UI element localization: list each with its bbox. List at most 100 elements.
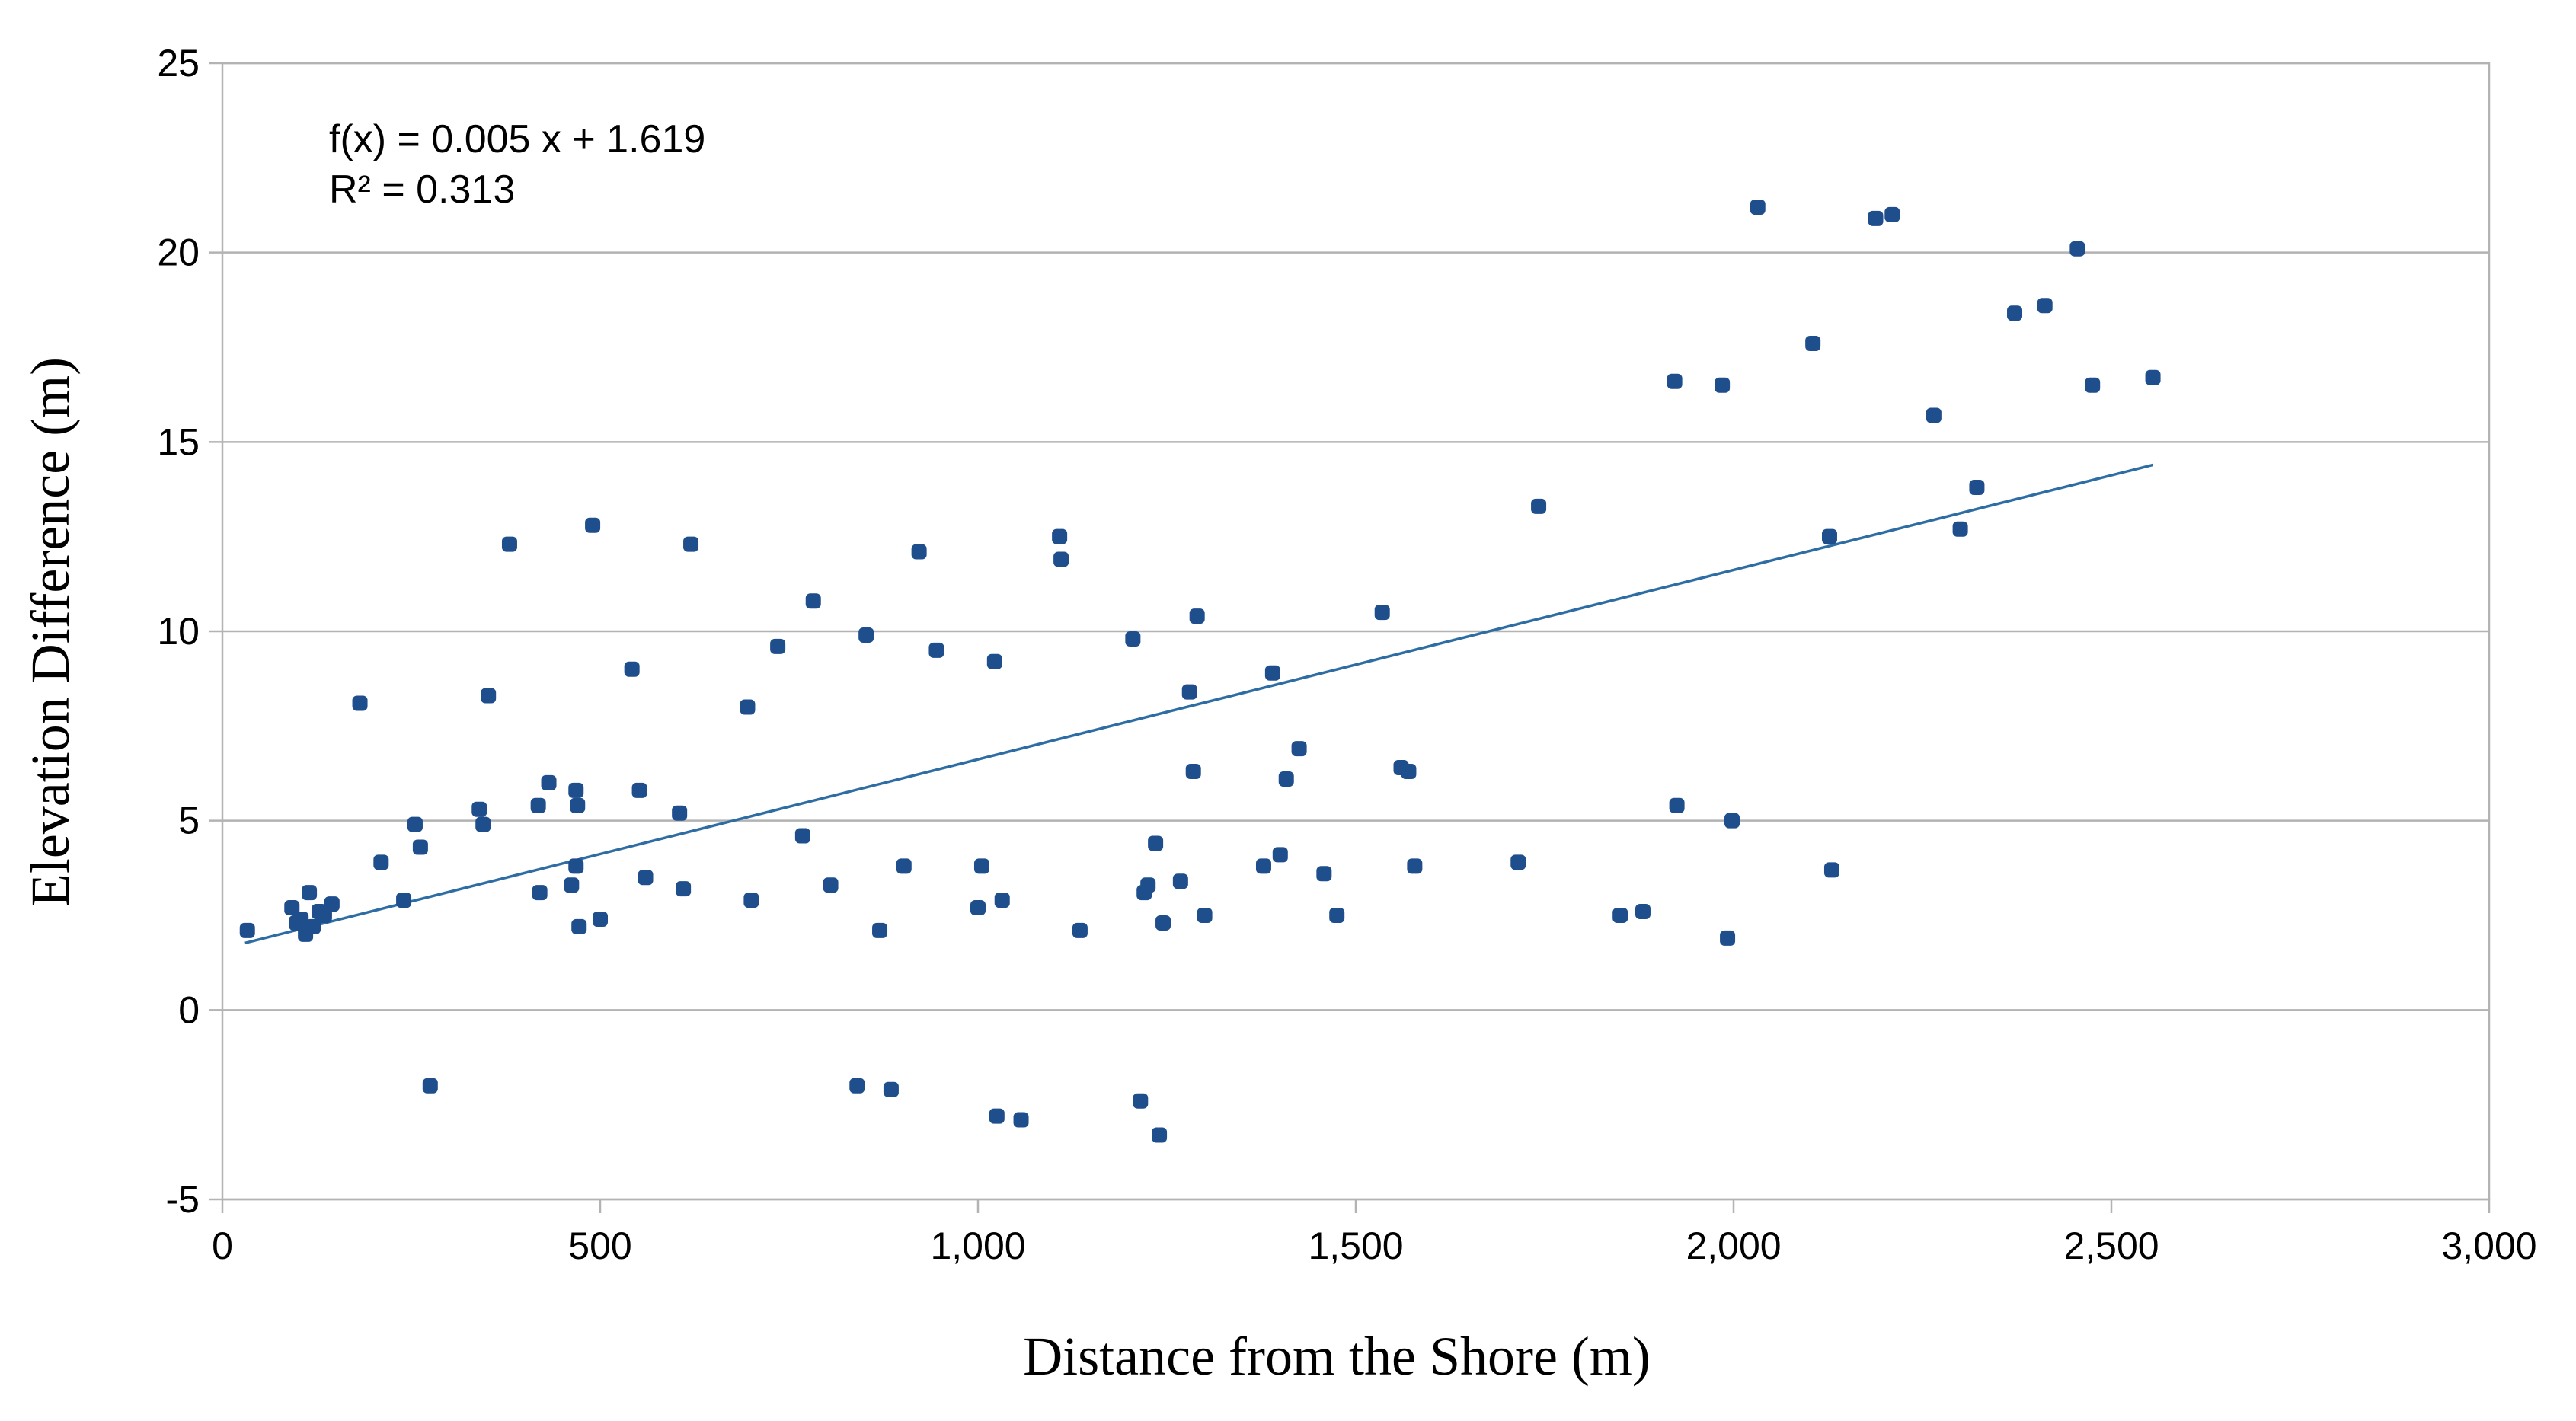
data-points [239,199,2161,1143]
data-point [1669,797,1685,813]
data-point [1823,862,1839,878]
y-tick-label: 10 [157,610,200,653]
data-point [1635,904,1651,920]
data-point [672,805,688,821]
data-point [475,816,491,832]
data-point [973,858,989,874]
data-point [1612,908,1628,923]
data-point [305,918,321,934]
data-point [872,922,888,938]
data-point [1140,877,1156,893]
data-point [593,911,608,927]
data-point [1952,521,1968,537]
trendline-equation: f(x) = 0.005 x + 1.619 [329,117,705,161]
data-point [1715,377,1731,393]
data-point [568,858,584,874]
data-point [564,877,580,893]
data-point [1255,858,1271,874]
data-point [530,797,546,813]
trendline-r-squared: R² = 0.313 [329,168,515,212]
data-point [1884,206,1900,222]
data-point [683,536,699,552]
data-point [407,816,423,832]
data-point [1148,835,1164,851]
data-point [1868,210,1884,226]
data-point [1053,551,1069,567]
data-point [770,638,786,654]
data-point [352,695,368,711]
data-point [1072,922,1088,938]
data-point [676,881,692,897]
data-point [1329,908,1345,923]
x-tick-label: 2,000 [1686,1225,1781,1267]
data-point [1264,665,1280,681]
data-point [532,885,548,901]
x-tick-label: 0 [212,1225,233,1267]
data-point [1401,764,1417,780]
trendline [244,463,2153,945]
plot-area-frame [221,62,2491,1201]
data-point [624,661,640,677]
data-point [302,885,318,901]
data-point [1316,866,1332,882]
data-point [585,517,601,533]
data-point [1133,1093,1149,1109]
data-point [239,922,255,938]
data-point [1181,684,1197,700]
data-point [2085,377,2101,393]
y-tick-label: 20 [157,232,200,274]
data-point [970,900,986,916]
data-point [989,1108,1005,1124]
data-point [740,699,756,715]
data-point [805,593,821,609]
data-point [2037,298,2053,314]
data-point [1821,528,1837,544]
data-point [1152,1127,1168,1143]
data-point [928,642,944,658]
data-point [986,653,1002,669]
data-point [1724,813,1740,829]
y-tick-label: 25 [157,42,200,85]
data-point [1667,373,1683,389]
axes [209,62,2491,1213]
data-point [1510,854,1526,870]
data-point [2069,241,2085,257]
data-point [541,774,557,790]
data-point [2007,305,2023,321]
data-point [1926,407,1942,423]
data-point [823,877,839,893]
data-point [481,688,497,704]
data-point [1197,908,1213,923]
data-point [570,797,586,813]
data-point [858,627,874,643]
data-point [1125,631,1141,647]
data-point [373,854,389,870]
y-tick-label: 5 [178,800,200,842]
data-point [2145,369,2161,385]
y-tick-label: -5 [166,1178,200,1221]
data-point [896,858,912,874]
data-point [994,893,1010,908]
y-axis-title: Elevation Difference (m) [20,357,81,907]
data-point [849,1078,865,1094]
x-tick-label: 2,500 [2063,1225,2159,1267]
data-point [1013,1112,1029,1128]
data-point [638,870,654,886]
data-point [631,782,647,798]
data-point [1172,873,1188,889]
data-point [1407,858,1423,874]
x-tick-label: 500 [568,1225,631,1267]
data-point [794,828,810,844]
x-tick-label: 3,000 [2441,1225,2536,1267]
data-point [396,893,412,908]
tick-labels: -5 0 5 10 15 20 25 0 500 1,000 1,500 2,000 2,500 3,00… [157,42,2536,1267]
x-axis-title: Distance from the Shore (m) [1023,1326,1651,1387]
data-point [471,801,487,817]
data-point [1969,480,1985,496]
data-point [1185,764,1201,780]
gridlines [222,62,2489,1201]
data-point [501,536,517,552]
data-point [284,900,300,916]
y-tick-label: 15 [157,420,200,463]
data-point [293,911,309,927]
